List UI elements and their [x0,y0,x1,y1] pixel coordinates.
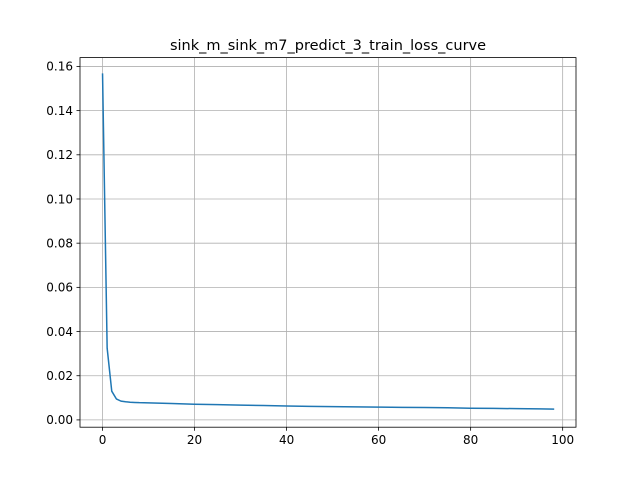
y-tick-label: 0.08 [46,236,73,250]
grid [80,57,576,428]
y-tick-label: 0.12 [46,148,73,162]
x-tick-label: 40 [279,433,294,447]
y-tick-label: 0.10 [46,192,73,206]
y-tick-label: 0.00 [46,413,73,427]
plot-area [101,73,555,410]
y-tick-label: 0.04 [46,325,73,339]
loss-series-line [101,73,555,410]
x-tick-label: 100 [551,433,574,447]
x-tick-label: 60 [371,433,386,447]
y-tick-label: 0.06 [46,281,73,295]
x-tick-label: 0 [99,433,107,447]
chart-title: sink_m_sink_m7_predict_3_train_loss_curv… [170,38,486,54]
x-tick-label: 80 [463,433,478,447]
y-tick-label: 0.16 [46,60,73,74]
y-tick-label: 0.02 [46,369,73,383]
axes-frame [79,57,577,428]
x-tick-label: 20 [187,433,202,447]
x-axis: 0 20 40 60 80 100 [99,427,574,447]
y-axis: 0.00 0.02 0.04 0.06 0.08 0.10 0.12 0.14 0.16 [46,60,80,427]
y-tick-label: 0.14 [46,104,73,118]
